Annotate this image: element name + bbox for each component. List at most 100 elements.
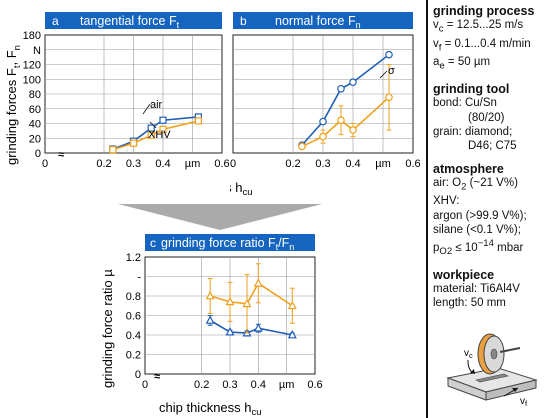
x-tick-label: 0.3 [222, 379, 237, 391]
y-tick-label: 0.6 [126, 311, 141, 323]
vc-line: vc = 12.5...25 m/s [433, 19, 524, 35]
y-tick-label: - [137, 272, 141, 284]
chart-panel-b: b normal force Fn 0 0.2 0.3 0.4 µm 0.6 σ chip… [230, 12, 421, 198]
data-point-air [319, 117, 327, 126]
y-tick-label: 0 [135, 369, 141, 381]
data-point-xhv [242, 298, 252, 308]
panel-a-legend-xhv: XHV [148, 129, 171, 141]
sidebar-divider [426, 0, 428, 418]
x-tick-label: 0.4 [155, 158, 170, 170]
atmosphere-title: atmosphere [433, 161, 504, 176]
y-tick-label: 1.2 [126, 252, 141, 264]
panel-b-letter: b [240, 14, 247, 28]
process-title: grinding process [433, 4, 535, 18]
panel-c-title: grinding force ratio Ft/Fn [161, 236, 294, 252]
panel-a-legend-air-leader [142, 103, 151, 115]
length-line: length: 50 mm [433, 297, 506, 310]
x-tick-label: µm [375, 158, 391, 170]
grain-spec: D46; C75 [468, 140, 517, 153]
panel-a-header [45, 12, 222, 29]
data-point-air [287, 329, 297, 339]
bond-ratio: (80/20) [468, 111, 505, 124]
data-point-air [147, 124, 155, 132]
series-line-xhv [209, 282, 293, 307]
data-point-xhv [287, 300, 297, 310]
y-tick-label: 40 [29, 119, 41, 131]
panel-b-sigma-leader [379, 70, 388, 79]
x-tick-label: 0.3 [315, 158, 330, 170]
diagram-vf-label: vf [520, 396, 528, 408]
x-tick-label: 0 [230, 158, 236, 170]
data-point-xhv [349, 126, 357, 134]
x-tick-label: 0.4 [345, 158, 360, 170]
x-tick-label: 0 [142, 379, 148, 391]
argon-line: argon (>99.9 V%); [433, 209, 527, 222]
panel-a-letter: a [52, 14, 59, 28]
data-point-xhv [298, 142, 306, 151]
data-point-xhv [109, 146, 117, 154]
panel-b-header [233, 12, 413, 29]
data-point-air [337, 84, 345, 93]
y-tick-label: 0.4 [126, 330, 141, 342]
vf-line: vf = 0.1...0.4 m/min [433, 37, 531, 54]
data-point-xhv [337, 116, 345, 125]
data-point-xhv [253, 278, 263, 287]
grinding-setup-illustration: vc vf [446, 333, 538, 408]
y-tick-label: 20 [29, 133, 41, 145]
chart-panel-c: c grinding force ratio Ft/Fn 0 0.2 0.4 0.6 0… [100, 234, 323, 418]
x-tick-label: 0.2 [194, 379, 209, 391]
data-point-air [225, 326, 235, 336]
x-tick-label: 0.4 [251, 379, 266, 391]
silane-line: silane (<0.1 V%); [433, 224, 521, 237]
data-point-xhv [129, 139, 138, 147]
y-tick-label: 0 [35, 148, 41, 160]
panel-a-legend-xhv-leader [149, 121, 157, 129]
data-point-xhv [385, 93, 393, 102]
series-line-air [301, 54, 390, 146]
data-point-xhv [194, 117, 202, 125]
air-line: air: O2 (~21 V%) [433, 176, 518, 193]
panel-c-header [145, 234, 315, 251]
xhv-line: XHV: [433, 195, 460, 208]
panel-c-xlabel: chip thickness hcu [159, 400, 262, 418]
y-tick-label: 0.8 [126, 291, 141, 303]
x-tick-label: 0 [42, 158, 48, 170]
x-tick-label: 0.6 [307, 379, 322, 391]
bond-line: bond: Cu/Sn [433, 97, 497, 110]
down-arrow [118, 204, 322, 230]
x-tick-label: 0.6 [214, 158, 229, 170]
data-point-air [205, 315, 215, 324]
ae-line: ae = 50 µm [433, 56, 491, 72]
x-tick-label: µm [185, 158, 201, 170]
panel-c-letter: c [150, 236, 156, 250]
y-tick-label: 0.2 [126, 350, 141, 362]
tool-title: grinding tool [433, 82, 510, 97]
diagram-vc-label: vc [464, 348, 473, 360]
panel-b-sigma-annotation: σ [388, 65, 395, 77]
data-point-air [385, 50, 393, 59]
x-tick-label: 0.2 [96, 158, 111, 170]
data-point-air [349, 78, 357, 87]
x-tick-label: µm [279, 379, 295, 391]
data-point-air [253, 323, 263, 332]
y-tick-label: N [33, 45, 41, 57]
data-point-air [159, 116, 167, 124]
axis-break-a: ≈ [58, 149, 64, 161]
x-tick-label: 0.2 [285, 158, 300, 170]
data-point-xhv [159, 125, 167, 134]
x-tick-label: 0.3 [126, 158, 141, 170]
y-tick-label: 100 [23, 74, 41, 86]
data-point-xhv [225, 296, 235, 306]
panel-a-ylabel: grinding forces Ft, Fn [4, 45, 23, 165]
data-point-xhv [147, 131, 155, 139]
grain-line: grain: diamond; [433, 125, 513, 138]
data-point-xhv [319, 132, 327, 141]
y-tick-label: 180 [23, 30, 41, 42]
pressure-line: pO2 ≤ 10−14 mbar [433, 238, 524, 258]
y-tick-label: 120 [23, 60, 41, 72]
panel-a-legend-air: air [150, 99, 163, 111]
parameter-sidebar: grinding process vc = 12.5...25 m/s vf =… [433, 4, 548, 311]
x-tick-label: 0.6 [405, 158, 420, 170]
panel-c-ylabel: grinding force ratio µ [100, 269, 115, 388]
data-point-xhv [205, 290, 215, 300]
